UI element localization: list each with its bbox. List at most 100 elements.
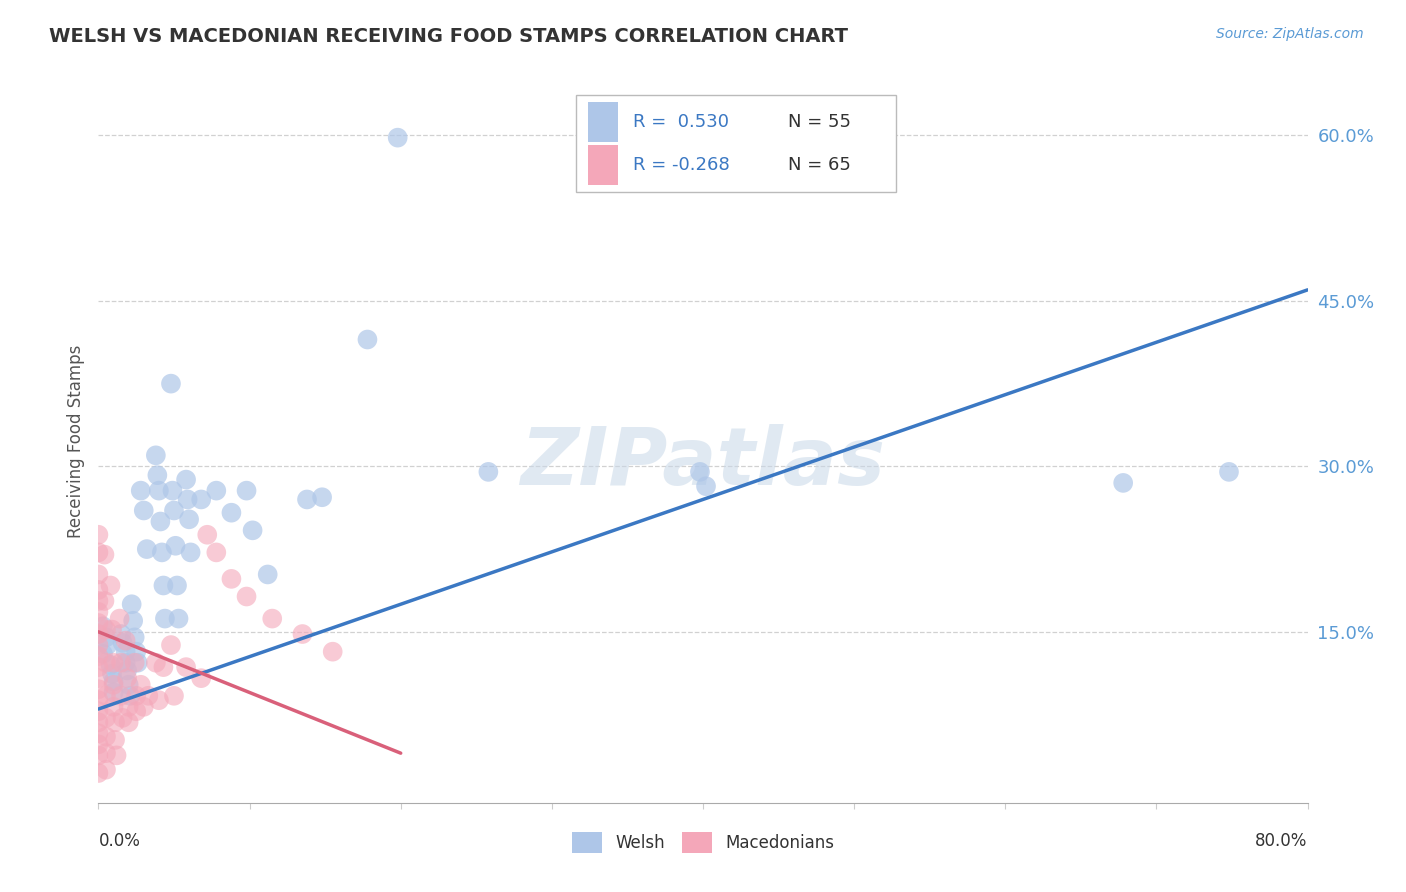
Text: WELSH VS MACEDONIAN RECEIVING FOOD STAMPS CORRELATION CHART: WELSH VS MACEDONIAN RECEIVING FOOD STAMP… [49, 27, 848, 45]
Point [322, 645, 344, 659]
Point [127, 656, 149, 670]
Point [160, 376, 183, 391]
Point [103, 674, 125, 689]
Point [94, 746, 117, 760]
Point [235, 590, 257, 604]
Point [91, 619, 114, 633]
Point [118, 678, 141, 692]
Point [205, 545, 228, 559]
Text: Source: ZipAtlas.com: Source: ZipAtlas.com [1216, 27, 1364, 41]
Point [94, 763, 117, 777]
Point [256, 567, 278, 582]
Point [153, 611, 176, 625]
Point [311, 490, 333, 504]
Point [162, 483, 184, 498]
Point [87, 594, 110, 608]
Point [179, 512, 201, 526]
Point [94, 656, 117, 670]
Point [103, 685, 125, 699]
Point [689, 465, 711, 479]
Point [100, 657, 122, 672]
Point [87, 582, 110, 597]
Point [111, 711, 134, 725]
Point [114, 633, 136, 648]
Point [87, 726, 110, 740]
Point [190, 492, 212, 507]
Point [108, 611, 131, 625]
Point [125, 689, 148, 703]
Point [152, 578, 174, 592]
Point [94, 711, 117, 725]
Point [205, 483, 228, 498]
Point [180, 545, 202, 559]
Text: N = 55: N = 55 [787, 112, 851, 131]
Point [87, 704, 110, 718]
Point [150, 545, 173, 559]
Point [387, 130, 409, 145]
Point [105, 748, 128, 763]
Point [174, 660, 197, 674]
Point [103, 699, 125, 714]
Point [221, 506, 243, 520]
Point [477, 465, 499, 479]
Point [152, 660, 174, 674]
Point [87, 671, 110, 685]
Point [166, 578, 188, 592]
Point [103, 656, 125, 670]
Point [104, 715, 127, 730]
Point [87, 748, 110, 763]
FancyBboxPatch shape [576, 95, 897, 193]
Text: R =  0.530: R = 0.530 [633, 112, 728, 131]
Point [291, 627, 314, 641]
Point [114, 645, 136, 659]
Point [94, 689, 117, 703]
Point [124, 631, 146, 645]
Point [146, 468, 169, 483]
Point [115, 671, 138, 685]
Point [262, 611, 284, 625]
Point [695, 479, 717, 493]
FancyBboxPatch shape [588, 102, 619, 142]
Point [87, 693, 110, 707]
Point [87, 682, 110, 697]
Point [96, 638, 118, 652]
Legend: Welsh, Macedonians: Welsh, Macedonians [565, 826, 841, 860]
Point [87, 627, 110, 641]
Point [111, 636, 134, 650]
Point [174, 473, 197, 487]
Point [94, 631, 117, 645]
Point [93, 594, 115, 608]
Text: R = -0.268: R = -0.268 [633, 156, 730, 174]
Point [87, 766, 110, 780]
Text: 80.0%: 80.0% [1256, 832, 1308, 850]
Point [87, 660, 110, 674]
Point [91, 647, 114, 661]
Point [110, 689, 132, 703]
Point [101, 623, 124, 637]
Point [87, 605, 110, 619]
Point [104, 733, 127, 747]
Point [87, 737, 110, 751]
Point [356, 333, 378, 347]
Point [148, 693, 170, 707]
Point [114, 656, 136, 670]
Text: N = 65: N = 65 [787, 156, 851, 174]
Point [235, 483, 257, 498]
Point [103, 678, 125, 692]
Point [93, 548, 115, 562]
Point [124, 656, 146, 670]
Point [122, 614, 145, 628]
Point [87, 715, 110, 730]
Point [135, 542, 157, 557]
Point [87, 545, 110, 559]
Point [195, 527, 218, 541]
FancyBboxPatch shape [588, 145, 619, 185]
Text: ZIPatlas: ZIPatlas [520, 425, 886, 502]
Point [94, 623, 117, 637]
Point [132, 503, 155, 517]
Point [163, 503, 186, 517]
Point [87, 615, 110, 630]
Point [149, 515, 172, 529]
Point [163, 689, 186, 703]
Point [242, 524, 264, 538]
